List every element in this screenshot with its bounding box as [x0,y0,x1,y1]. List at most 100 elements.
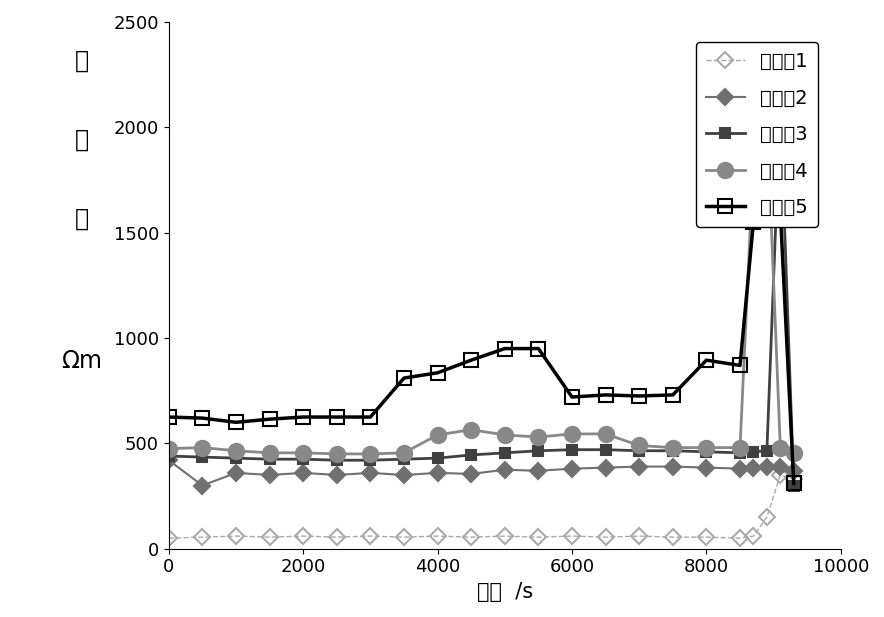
关键点5 [748,218,758,226]
关键点3 [567,446,577,453]
关键点5 [789,479,799,487]
关键点4 [748,155,758,163]
关键点4 [789,449,799,457]
关键点2 [735,465,745,473]
Line: 关键点4: 关键点4 [161,109,802,462]
关键点3 [332,457,342,464]
关键点3 [466,451,476,458]
关键点5 [197,415,208,422]
关键点3 [701,448,712,455]
关键点1 [432,532,443,540]
关键点3 [432,455,443,462]
关键点4 [533,433,544,441]
关键点5 [499,345,510,352]
关键点4 [365,450,376,458]
关键点3 [231,455,241,462]
关键点2 [399,471,409,479]
关键点1 [567,532,577,540]
关键点4 [466,426,476,433]
关键点5 [399,375,409,382]
关键点3 [197,453,208,461]
关键点5 [634,392,644,400]
关键点2 [634,463,644,470]
Text: 阻: 阻 [74,127,88,151]
关键点4 [600,430,611,437]
关键点5 [667,391,678,399]
关键点4 [735,444,745,451]
关键点4 [775,444,786,451]
关键点5 [466,357,476,364]
关键点1 [775,471,786,479]
关键点1 [499,532,510,540]
关键点3 [735,449,745,457]
关键点1 [762,513,773,521]
关键点1 [701,534,712,541]
关键点4 [499,431,510,439]
关键点4 [332,450,342,458]
Text: 値: 値 [74,206,88,230]
关键点5 [701,357,712,364]
关键点5 [164,413,174,421]
关键点1 [789,476,799,483]
关键点1 [332,534,342,541]
关键点4 [231,447,241,455]
关键点2 [264,471,275,479]
关键点2 [762,463,773,470]
关键点1 [533,534,544,541]
关键点2 [332,471,342,479]
关键点3 [789,482,799,489]
关键点4 [762,113,773,120]
关键点2 [533,467,544,474]
关键点2 [298,469,309,476]
关键点5 [735,362,745,369]
关键点2 [365,469,376,476]
Line: 关键点2: 关键点2 [164,455,799,491]
关键点5 [298,413,309,421]
Text: Ωm: Ωm [61,349,102,373]
关键点4 [164,445,174,452]
X-axis label: 时间  /s: 时间 /s [476,582,533,602]
关键点2 [231,469,241,476]
关键点2 [466,470,476,478]
关键点5 [231,418,241,426]
关键点4 [432,431,443,439]
关键点2 [499,466,510,473]
关键点4 [634,442,644,449]
关键点2 [197,482,208,489]
关键点3 [399,455,409,463]
关键点5 [365,413,376,421]
关键点2 [748,464,758,471]
关键点5 [533,345,544,352]
关键点5 [332,413,342,421]
Legend: 关键点1, 关键点2, 关键点3, 关键点4, 关键点5: 关键点1, 关键点2, 关键点3, 关键点4, 关键点5 [696,42,818,226]
关键点3 [298,455,309,463]
关键点4 [197,444,208,451]
关键点3 [264,455,275,463]
关键点5 [762,204,773,211]
Line: 关键点5: 关键点5 [162,201,801,491]
关键点2 [775,463,786,470]
关键点3 [634,447,644,455]
关键点4 [701,444,712,451]
关键点3 [775,102,786,110]
关键点1 [197,534,208,541]
关键点5 [775,208,786,215]
关键点3 [748,448,758,455]
关键点4 [567,430,577,437]
关键点1 [466,534,476,541]
关键点3 [533,447,544,455]
关键点1 [634,532,644,540]
关键点4 [264,449,275,457]
Line: 关键点3: 关键点3 [164,101,798,491]
Text: 视: 视 [74,48,88,72]
关键点1 [735,534,745,542]
关键点2 [164,457,174,464]
关键点1 [600,534,611,541]
关键点3 [499,449,510,457]
关键点5 [264,415,275,423]
关键点5 [567,393,577,400]
关键点3 [365,457,376,464]
关键点1 [399,534,409,541]
关键点4 [399,449,409,457]
关键点2 [600,464,611,471]
